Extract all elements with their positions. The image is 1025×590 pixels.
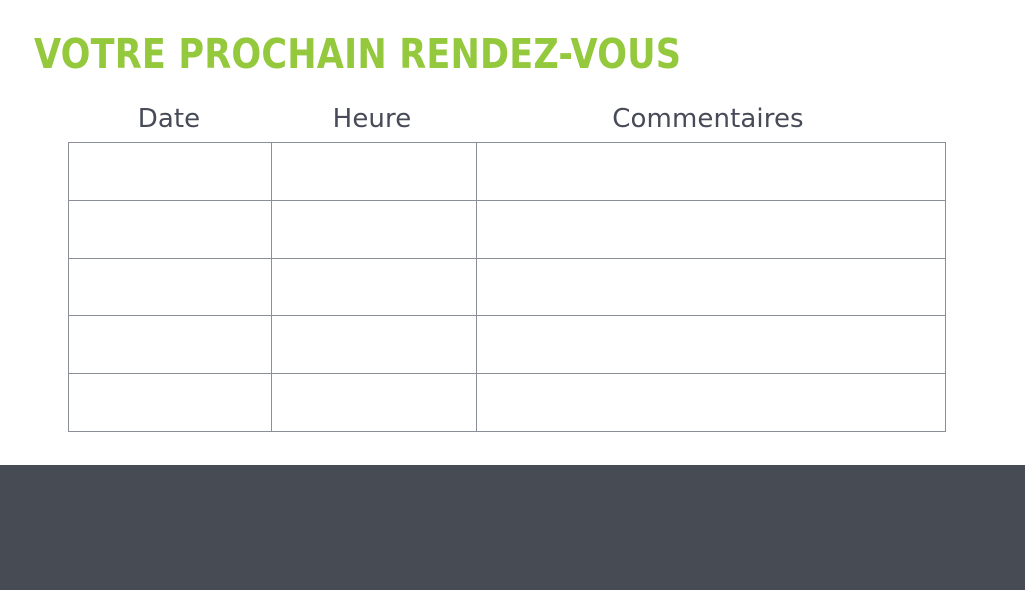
cell-commentaires[interactable]: [476, 257, 946, 317]
cell-heure[interactable]: [271, 199, 477, 259]
cell-commentaires[interactable]: [476, 199, 946, 259]
cell-heure[interactable]: [271, 257, 477, 317]
cell-commentaires[interactable]: [476, 373, 946, 432]
cell-date[interactable]: [68, 315, 272, 375]
cell-date[interactable]: [68, 373, 272, 432]
cell-commentaires[interactable]: [476, 315, 946, 375]
cell-heure[interactable]: [271, 315, 477, 375]
table-column-headers: Date Heure Commentaires: [68, 98, 942, 140]
cell-date[interactable]: [68, 257, 272, 317]
table-body: [68, 142, 946, 432]
footer-band: [0, 465, 1025, 590]
cell-date[interactable]: [68, 199, 272, 259]
cell-heure[interactable]: [271, 142, 477, 201]
table-row[interactable]: [68, 373, 946, 432]
table-row[interactable]: [68, 142, 946, 201]
cell-commentaires[interactable]: [476, 142, 946, 201]
table-row[interactable]: [68, 315, 946, 375]
appointments-table: [68, 142, 946, 432]
column-header-commentaires: Commentaires: [612, 104, 804, 134]
column-header-heure: Heure: [332, 104, 412, 134]
page-title: VOTRE PROCHAIN RENDEZ-VOUS: [34, 30, 682, 78]
table-row[interactable]: [68, 199, 946, 259]
table-row[interactable]: [68, 257, 946, 317]
cell-date[interactable]: [68, 142, 272, 201]
cell-heure[interactable]: [271, 373, 477, 432]
column-header-date: Date: [137, 104, 201, 134]
